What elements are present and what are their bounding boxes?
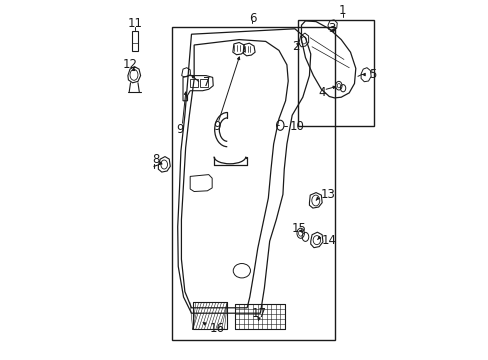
Text: 5: 5 [368,68,376,81]
Bar [234,304,285,329]
Text: 4: 4 [318,86,325,99]
Text: 12: 12 [122,58,137,71]
Text: 15: 15 [291,222,305,235]
Text: 16: 16 [210,322,224,335]
Bar [190,79,198,87]
Text: 6: 6 [248,12,256,24]
Text: 1: 1 [338,4,346,17]
Text: 9: 9 [176,123,184,136]
Text: 9: 9 [212,120,220,133]
Text: 17: 17 [251,307,266,320]
Bar [192,302,227,329]
Text: 14: 14 [321,234,336,247]
Text: 3: 3 [327,22,335,35]
Text: 11: 11 [127,17,142,30]
Text: 13: 13 [320,188,334,201]
Text: 2: 2 [291,40,299,53]
Text: 7: 7 [202,76,210,89]
Bar [297,20,374,126]
Text: 10: 10 [289,120,305,132]
Bar [171,27,334,340]
Bar [200,79,207,87]
Bar [132,31,138,51]
Text: 8: 8 [151,153,159,166]
